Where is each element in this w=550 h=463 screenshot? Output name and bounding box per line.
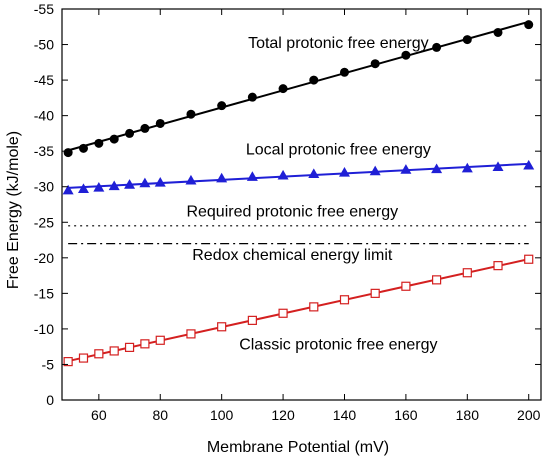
y-tick-label: -20 bbox=[34, 250, 54, 266]
data-point bbox=[94, 138, 104, 148]
axis-ticks: 60 80 100 120 140 160 180 200 0 -5 -10 -15 -20 -25 -30… bbox=[34, 1, 541, 423]
data-point bbox=[124, 342, 135, 352]
data-point bbox=[109, 346, 119, 356]
x-tick-label: 180 bbox=[456, 407, 480, 423]
series bbox=[62, 159, 535, 195]
data-point bbox=[370, 288, 380, 298]
data-point bbox=[63, 148, 73, 158]
y-tick-label: -5 bbox=[42, 356, 55, 372]
data-point bbox=[277, 169, 289, 180]
data-point bbox=[523, 159, 535, 170]
data-point bbox=[155, 335, 165, 345]
data-point bbox=[401, 281, 411, 291]
annotation-label: Classic protonic free energy bbox=[239, 337, 437, 354]
data-point bbox=[125, 128, 135, 138]
data-point bbox=[309, 302, 319, 312]
x-tick-label: 80 bbox=[152, 407, 168, 423]
data-point bbox=[339, 295, 350, 305]
data-point bbox=[431, 163, 443, 174]
series bbox=[63, 254, 534, 367]
annotations: Total protonic free energy Local protonic… bbox=[186, 35, 437, 353]
data-point bbox=[493, 261, 503, 271]
y-tick-label: 0 bbox=[46, 392, 54, 408]
data-series bbox=[62, 20, 535, 367]
annotation-label: Local protonic free energy bbox=[246, 142, 431, 159]
data-point bbox=[94, 349, 104, 359]
data-point bbox=[370, 59, 380, 69]
data-point bbox=[493, 27, 503, 37]
y-tick-label: -30 bbox=[34, 179, 54, 195]
x-tick-label: 140 bbox=[333, 407, 357, 423]
data-point bbox=[93, 181, 105, 192]
data-point bbox=[140, 123, 150, 133]
data-point bbox=[278, 308, 288, 318]
series-line bbox=[68, 162, 529, 189]
plot-frame bbox=[61, 8, 542, 401]
x-axis-title: Membrane Potential (mV) bbox=[207, 439, 389, 456]
data-point bbox=[432, 275, 442, 285]
data-point bbox=[308, 168, 320, 179]
data-point bbox=[309, 75, 319, 85]
data-point bbox=[154, 176, 166, 187]
data-point bbox=[492, 161, 504, 171]
data-point bbox=[185, 174, 197, 185]
x-tick-label: 160 bbox=[394, 407, 418, 423]
y-tick-label: -55 bbox=[34, 1, 54, 17]
series bbox=[63, 20, 534, 158]
annotation-label: Required protonic free energy bbox=[186, 204, 398, 221]
data-point bbox=[247, 315, 257, 325]
data-point bbox=[139, 177, 151, 188]
y-tick-label: -35 bbox=[34, 143, 54, 159]
data-point bbox=[217, 322, 227, 332]
data-point bbox=[78, 353, 89, 363]
data-point bbox=[524, 20, 534, 30]
y-tick-label: -50 bbox=[34, 37, 54, 53]
plot-border bbox=[61, 8, 542, 401]
data-point bbox=[278, 84, 288, 94]
data-point bbox=[62, 184, 74, 195]
data-point bbox=[140, 339, 150, 349]
data-point bbox=[217, 101, 227, 111]
data-point bbox=[247, 92, 257, 102]
data-point bbox=[338, 167, 350, 177]
y-axis-title: Free Energy (kJ/mole) bbox=[5, 131, 22, 289]
data-point bbox=[155, 118, 165, 128]
data-point bbox=[461, 162, 473, 173]
y-tick-label: -40 bbox=[34, 108, 54, 124]
y-tick-label: -45 bbox=[34, 72, 54, 88]
data-point bbox=[77, 183, 89, 193]
data-point bbox=[63, 357, 73, 367]
data-point bbox=[400, 164, 412, 174]
data-point bbox=[246, 171, 258, 181]
data-point bbox=[124, 179, 136, 189]
y-tick-label: -25 bbox=[34, 214, 54, 230]
x-tick-label: 100 bbox=[210, 407, 234, 423]
x-tick-label: 200 bbox=[517, 407, 541, 423]
x-tick-label: 60 bbox=[91, 407, 107, 423]
y-tick-label: -15 bbox=[34, 285, 54, 301]
data-point bbox=[462, 268, 472, 278]
data-point bbox=[186, 109, 196, 119]
data-point bbox=[186, 329, 196, 339]
x-tick-label: 120 bbox=[271, 407, 295, 423]
data-point bbox=[216, 172, 228, 183]
data-point bbox=[369, 165, 381, 176]
annotation-label: Redox chemical energy limit bbox=[192, 247, 393, 264]
data-point bbox=[401, 50, 411, 60]
data-point bbox=[78, 143, 88, 153]
data-point bbox=[108, 180, 120, 191]
annotation-label: Total protonic free energy bbox=[248, 35, 429, 52]
data-point bbox=[462, 35, 472, 45]
data-point bbox=[109, 134, 119, 144]
y-tick-label: -10 bbox=[34, 321, 54, 337]
data-point bbox=[524, 254, 534, 264]
data-point bbox=[432, 42, 442, 52]
data-point bbox=[339, 67, 349, 77]
reference-lines bbox=[68, 225, 529, 245]
